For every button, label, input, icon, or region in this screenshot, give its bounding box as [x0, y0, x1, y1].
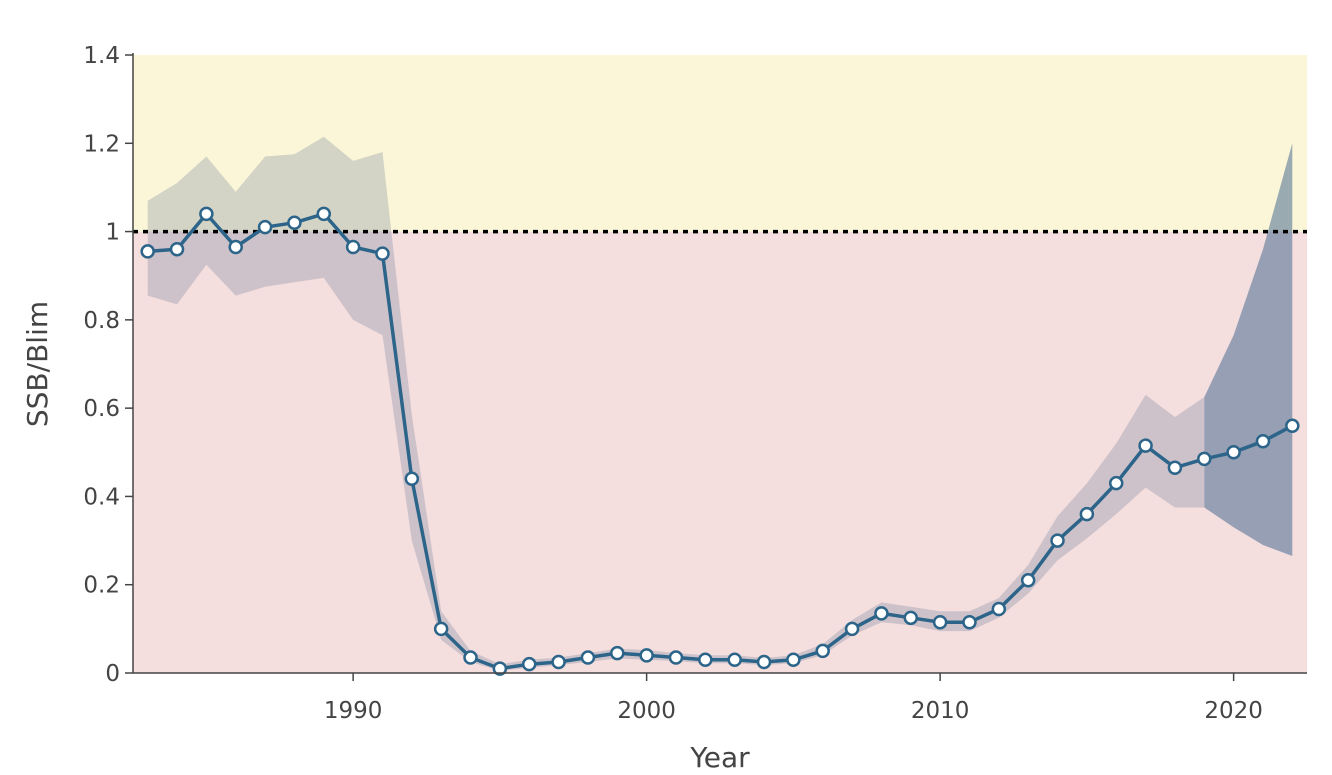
y-tick-label: 0.6 [83, 396, 120, 422]
y-tick-label: 1 [105, 220, 120, 246]
data-point [1255, 434, 1271, 449]
ssb-line [147, 212, 1294, 671]
data-point [1020, 573, 1036, 588]
status-zones [133, 55, 1307, 674]
data-point [932, 614, 948, 630]
data-point [1226, 445, 1241, 460]
data-point [815, 643, 830, 659]
data-point [962, 614, 977, 630]
x-tick-label: 2000 [617, 698, 676, 724]
above-blim-zone [133, 55, 1307, 232]
data-point [991, 601, 1007, 617]
data-point [199, 206, 214, 222]
data-point [1167, 460, 1183, 475]
data-point [169, 241, 185, 257]
data-point [1138, 438, 1153, 453]
data-point [610, 645, 625, 661]
data-point [1285, 418, 1300, 434]
data-point [1197, 451, 1212, 467]
data-point [903, 610, 919, 626]
below-blim-zone [133, 231, 1307, 674]
data-point [521, 656, 537, 672]
data-point [639, 648, 654, 663]
x-axis-title: Year [689, 741, 750, 774]
data-point [404, 471, 420, 487]
data-point [228, 239, 243, 255]
data-point [1079, 506, 1095, 522]
y-tick-label: 0.4 [83, 484, 120, 510]
data-point [316, 206, 332, 222]
data-point [1108, 475, 1124, 491]
axes: 0 0.2 0.4 0.6 0.8 1 1.2 1.4 1990 2000 2010 2020 [83, 43, 1307, 724]
confidence-band [147, 136, 1205, 671]
data-point [580, 650, 596, 665]
data-point [257, 219, 273, 235]
y-tick-label: 1.2 [83, 131, 120, 157]
x-tick-label: 1990 [324, 698, 383, 724]
data-point [874, 606, 889, 621]
data-point [492, 661, 508, 676]
data-point [433, 621, 449, 637]
ssb-series [140, 206, 1300, 676]
data-point [463, 650, 478, 665]
data-point [727, 652, 742, 668]
data-point [287, 215, 302, 230]
x-tick-label: 2010 [911, 698, 970, 724]
data-point [140, 244, 155, 259]
y-tick-label: 1.4 [83, 43, 120, 69]
data-point [1050, 533, 1065, 548]
data-point [375, 246, 390, 261]
data-point [844, 621, 860, 637]
y-tick-label: 0 [105, 661, 120, 687]
y-axis-title: SSB/Blim [21, 301, 54, 427]
y-tick-label: 0.2 [83, 573, 120, 599]
data-point [345, 239, 361, 255]
data-point [756, 654, 772, 670]
data-point [668, 650, 684, 665]
data-point [698, 652, 713, 668]
y-tick-label: 0.8 [83, 308, 120, 334]
data-point [786, 652, 801, 668]
data-point [551, 654, 566, 670]
x-tick-label: 2020 [1204, 698, 1263, 724]
